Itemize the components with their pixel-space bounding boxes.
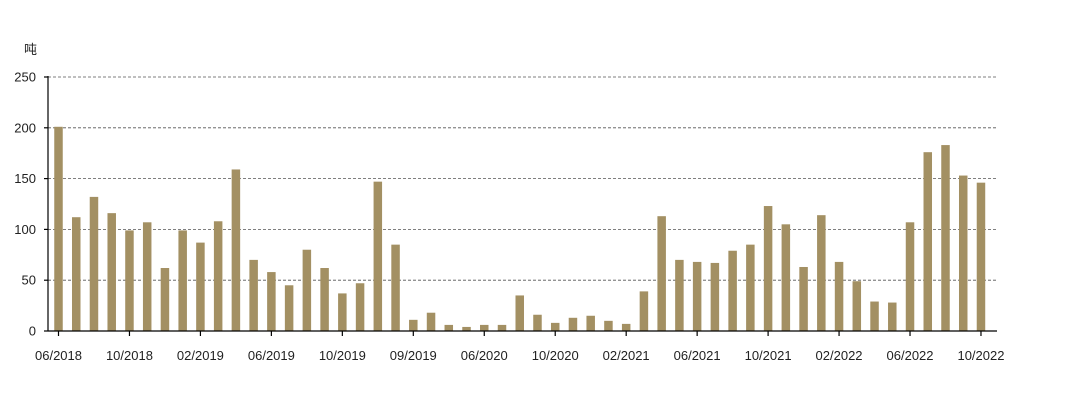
bar [231, 169, 241, 331]
bar [728, 250, 737, 331]
y-tick-label: 50 [22, 273, 36, 288]
bar [710, 262, 720, 331]
bar [604, 320, 613, 331]
bar [355, 283, 365, 331]
bar [213, 221, 223, 331]
x-tick-label: 06/2019 [248, 348, 295, 363]
y-unit-label: 吨 [24, 43, 37, 58]
bar [692, 261, 702, 331]
y-tick-label: 250 [14, 70, 36, 85]
x-tick-label: 10/2019 [319, 348, 366, 363]
y-axis-ticks: 0 50 100 150 200 250 [14, 70, 48, 339]
bar [142, 222, 152, 331]
bar [515, 295, 524, 331]
bar [284, 285, 294, 331]
bar [905, 222, 915, 331]
bar [196, 242, 205, 331]
bar [391, 244, 400, 331]
x-tick-label: 06/2021 [674, 348, 721, 363]
bar [976, 182, 986, 331]
x-axis-ticks: 06/2018 10/2018 02/2019 06/2019 10/2019 09/20… [35, 331, 1004, 363]
bars [54, 126, 986, 331]
bar [533, 314, 542, 331]
bar [834, 261, 844, 331]
bar [675, 259, 684, 331]
gridlines [48, 76, 997, 281]
bar [568, 317, 578, 331]
bar [89, 196, 99, 331]
bar [409, 319, 418, 331]
y-tick-label: 0 [29, 324, 36, 339]
bar [941, 145, 950, 331]
x-tick-label: 02/2019 [177, 348, 224, 363]
bar [71, 217, 81, 331]
bar [621, 323, 631, 331]
bar [54, 126, 63, 331]
bar [799, 266, 808, 331]
bar [426, 312, 436, 331]
bar [125, 230, 134, 331]
bar [302, 249, 312, 331]
bar [639, 291, 649, 331]
bar [160, 268, 170, 331]
y-tick-label: 150 [14, 171, 36, 186]
bar [497, 324, 507, 331]
x-tick-label: 10/2018 [106, 348, 153, 363]
bar [657, 216, 666, 331]
bar [320, 268, 329, 331]
y-tick-label: 100 [14, 222, 36, 237]
x-tick-label: 02/2021 [603, 348, 650, 363]
bar [958, 175, 968, 331]
bar [267, 272, 276, 331]
y-tick-label: 200 [14, 120, 36, 135]
x-tick-label: 02/2022 [816, 348, 863, 363]
bar [746, 244, 755, 331]
bar [586, 315, 595, 331]
x-tick-label: 06/2020 [461, 348, 508, 363]
bar [480, 324, 489, 331]
x-tick-label: 06/2018 [35, 348, 82, 363]
bar [107, 213, 116, 331]
bar [338, 293, 347, 331]
bar [817, 215, 826, 331]
bar [923, 152, 933, 331]
x-tick-label: 06/2022 [887, 348, 934, 363]
x-tick-label: 09/2019 [390, 348, 437, 363]
bar [249, 259, 258, 331]
bar [781, 224, 791, 331]
bar [852, 281, 862, 331]
bar [763, 206, 773, 331]
x-tick-label: 10/2021 [745, 348, 792, 363]
bar [550, 322, 560, 331]
x-tick-label: 10/2022 [957, 348, 1004, 363]
x-tick-label: 10/2020 [532, 348, 579, 363]
bar [888, 302, 897, 331]
bar [462, 326, 471, 331]
bar [444, 324, 454, 331]
bar [373, 181, 383, 331]
bar [178, 230, 187, 331]
bar [870, 301, 879, 331]
